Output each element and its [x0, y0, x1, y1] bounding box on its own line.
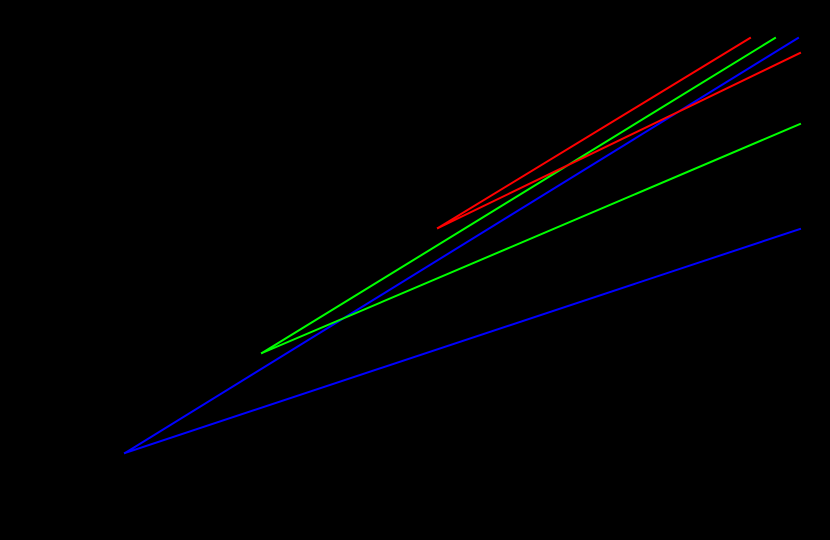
series-line-red-steep — [436, 36, 752, 230]
series-line-red-shallow — [436, 51, 802, 230]
series-layer — [123, 36, 802, 455]
series-line-green-steep — [260, 36, 777, 355]
series-line-blue-shallow — [123, 227, 802, 455]
series-line-green-shallow — [260, 122, 802, 355]
